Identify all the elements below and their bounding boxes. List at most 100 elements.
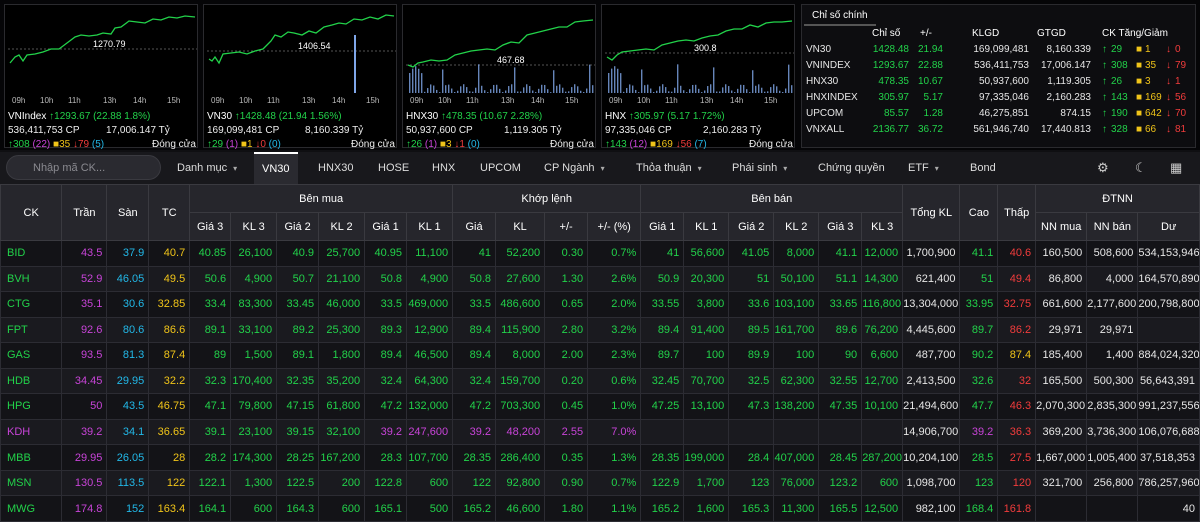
symbol-cell[interactable]: BID <box>0 240 63 267</box>
summary-amount: 17,006.147 <box>1040 60 1091 71</box>
dark-mode-icon[interactable]: ☾ <box>1135 160 1147 175</box>
summary-row[interactable]: HNX30 478.35 10.67 50,937,600 1,119.305 … <box>802 75 1197 90</box>
table-row[interactable]: HDB 34.45 29.95 32.2 32.3 170,400 32.35 35,200 3… <box>0 367 1200 395</box>
symbol-cell[interactable]: BVH <box>0 265 63 293</box>
table-cell: 48,200 <box>495 418 546 446</box>
table-cell: 12,000 <box>861 240 904 267</box>
summary-row[interactable]: HNXINDEX 305.97 5.17 97,335,046 2,160.28… <box>802 91 1197 106</box>
table-cell: 50.7 <box>276 265 320 293</box>
subheader-12[interactable]: Giá 2 <box>728 212 775 241</box>
table-cell: 43.5 <box>61 240 108 267</box>
subheader-4[interactable]: Giá 1 <box>364 212 408 241</box>
table-cell: 1,700,900 <box>902 240 961 267</box>
index-name: HNX30 <box>406 111 439 122</box>
index-change: (21.94 <box>278 111 308 122</box>
symbol-cell[interactable]: KDH <box>0 418 63 446</box>
unchanged-icon: ■ <box>1136 108 1143 119</box>
grid-options-icon[interactable]: ▦ <box>1170 160 1183 175</box>
summary-row[interactable]: VN30 1428.48 21.94 169,099,481 8,160.339… <box>802 43 1197 58</box>
header-floor[interactable]: Sàn <box>106 184 150 241</box>
tab-upcom[interactable]: UPCOM <box>480 152 521 184</box>
subheader-7[interactable]: KL <box>495 212 546 241</box>
subheader-16[interactable]: NN mua <box>1035 212 1088 241</box>
symbol-cell[interactable]: MWG <box>0 495 63 522</box>
tab-cp-ngành[interactable]: CP Ngành ▾ <box>544 152 605 184</box>
index-card-hnx30[interactable]: 467.68 09h 10h 11h 13h 14h 15h HNX30 ↑478.35 (1… <box>402 4 596 150</box>
table-cell: 39.2 <box>61 418 108 446</box>
table-cell: 47.15 <box>276 393 320 420</box>
search-input[interactable] <box>6 155 161 180</box>
header-high[interactable]: Cao <box>959 184 999 241</box>
tab-bond[interactable]: Bond <box>970 152 996 184</box>
subheader-17[interactable]: NN bán <box>1086 212 1139 241</box>
tab-etf[interactable]: ETF ▾ <box>908 152 939 184</box>
subheader-18[interactable]: Dư <box>1137 212 1200 241</box>
table-row[interactable]: GAS 93.5 81.3 87.4 89 1,500 89.1 1,800 89.4 46,50… <box>0 342 1200 369</box>
settings-icon[interactable]: ⚙ <box>1097 160 1109 175</box>
up-arrow-icon: ↑ <box>1102 92 1107 103</box>
symbol-cell[interactable]: MBB <box>0 444 63 471</box>
subheader-15[interactable]: KL 3 <box>861 212 904 241</box>
table-row[interactable]: BID 43.5 37.9 40.7 40.85 26,100 40.9 25,700 40.9… <box>0 240 1200 267</box>
subheader-9[interactable]: +/- (%) <box>587 212 642 241</box>
table-cell: 10,100 <box>861 393 904 420</box>
header-reference[interactable]: TC <box>148 184 191 241</box>
subheader-5[interactable]: KL 1 <box>406 212 454 241</box>
header-low[interactable]: Thấp <box>997 184 1037 241</box>
subheader-3[interactable]: KL 2 <box>318 212 366 241</box>
index-card-hnx[interactable]: 300.8 09h 10h 11h 13h 14h 15h HNX ↑305.97 (5.17… <box>601 4 795 150</box>
tab-thỏa-thuận[interactable]: Thỏa thuận ▾ <box>636 152 702 184</box>
subheader-13[interactable]: KL 2 <box>773 212 820 241</box>
symbol-cell[interactable]: FPT <box>0 316 63 344</box>
index-card-vn30[interactable]: 1406.54 09h 10h 11h 13h 14h 15h VN30 ↑1428.48 (… <box>203 4 397 150</box>
subheader-10[interactable]: Giá 1 <box>640 212 685 241</box>
tab-hnx30[interactable]: HNX30 <box>318 152 353 184</box>
table-row[interactable]: MWG 174.8 152 163.4 164.1 600 164.3 600 165.1 500… <box>0 495 1200 522</box>
index-change-pct: 1.56%) <box>309 111 342 122</box>
table-cell: 161,700 <box>773 316 820 344</box>
advancers: 308 <box>13 139 30 150</box>
table-cell: 1,500 <box>230 342 278 369</box>
subheader-8[interactable]: +/- <box>544 212 589 241</box>
table-row[interactable]: HPG 50 43.5 46.75 47.1 79,800 47.15 61,800 47.2 1… <box>0 393 1200 420</box>
table-cell: 621,400 <box>902 265 961 293</box>
table-cell: 28.25 <box>276 444 320 471</box>
index-card-vnindex[interactable]: 1270.79 09h 10h 11h 13h 14h 15h VNIndex ↑1293.6… <box>4 4 198 150</box>
subheader-1[interactable]: KL 3 <box>230 212 278 241</box>
symbol-cell[interactable]: GAS <box>0 342 63 369</box>
header-symbol[interactable]: CK <box>0 184 63 241</box>
table-cell <box>1086 495 1139 522</box>
subheader-11[interactable]: KL 1 <box>683 212 730 241</box>
summary-row[interactable]: VNINDEX 1293.67 22.88 536,411,753 17,006… <box>802 59 1197 74</box>
table-row[interactable]: MBB 29.95 26.05 28 28.2 174,300 28.25 167,200 28… <box>0 444 1200 471</box>
table-row[interactable]: BVH 52.9 46.05 49.5 50.6 4,900 50.7 21,100 50.8 4… <box>0 265 1200 293</box>
subheader-0[interactable]: Giá 3 <box>189 212 232 241</box>
symbol-cell[interactable]: HPG <box>0 393 63 420</box>
summary-row[interactable]: UPCOM 85.57 1.28 46,275,851 874.15 ↑ 190 … <box>802 107 1197 122</box>
header-ceiling[interactable]: Trần <box>61 184 108 241</box>
symbol-cell[interactable]: MSN <box>0 469 63 497</box>
table-cell: 36.3 <box>997 418 1037 446</box>
subheader-2[interactable]: Giá 2 <box>276 212 320 241</box>
table-cell: 168.4 <box>959 495 999 522</box>
header-total-volume[interactable]: Tổng KL <box>902 184 961 241</box>
market-status: Đóng cửa <box>550 139 594 150</box>
table-row[interactable]: MSN 130.5 113.5 122 122.1 1,300 122.5 200 122.8 6… <box>0 469 1200 497</box>
tab-hnx[interactable]: HNX <box>432 152 455 184</box>
summary-row[interactable]: VNXALL 2136.77 36.72 561,946,740 17,440.… <box>802 123 1197 138</box>
table-row[interactable]: CTG 35.1 30.6 32.85 33.4 83,300 33.45 46,000 33.… <box>0 291 1200 318</box>
subheader-14[interactable]: Giá 3 <box>818 212 863 241</box>
tab-hose[interactable]: HOSE <box>378 152 409 184</box>
table-row[interactable]: FPT 92.6 80.6 86.6 89.1 33,100 89.2 25,300 89.3 1… <box>0 316 1200 344</box>
chevron-down-icon: ▾ <box>600 164 605 173</box>
tab-danh-mục[interactable]: Danh mục ▾ <box>177 152 237 184</box>
tab-phái-sinh[interactable]: Phái sinh ▾ <box>732 152 787 184</box>
symbol-cell[interactable]: HDB <box>0 367 63 395</box>
table-row[interactable]: KDH 39.2 34.1 36.65 39.1 23,100 39.15 32,100 39.… <box>0 418 1200 446</box>
symbol-cell[interactable]: CTG <box>0 291 63 318</box>
intraday-chart <box>207 14 396 93</box>
subheader-6[interactable]: Giá <box>452 212 497 241</box>
summary-tab[interactable]: Chỉ số chính <box>804 7 876 26</box>
tab-vn30[interactable]: VN30 <box>254 152 298 184</box>
tab-chứng-quyền[interactable]: Chứng quyền <box>818 152 885 184</box>
